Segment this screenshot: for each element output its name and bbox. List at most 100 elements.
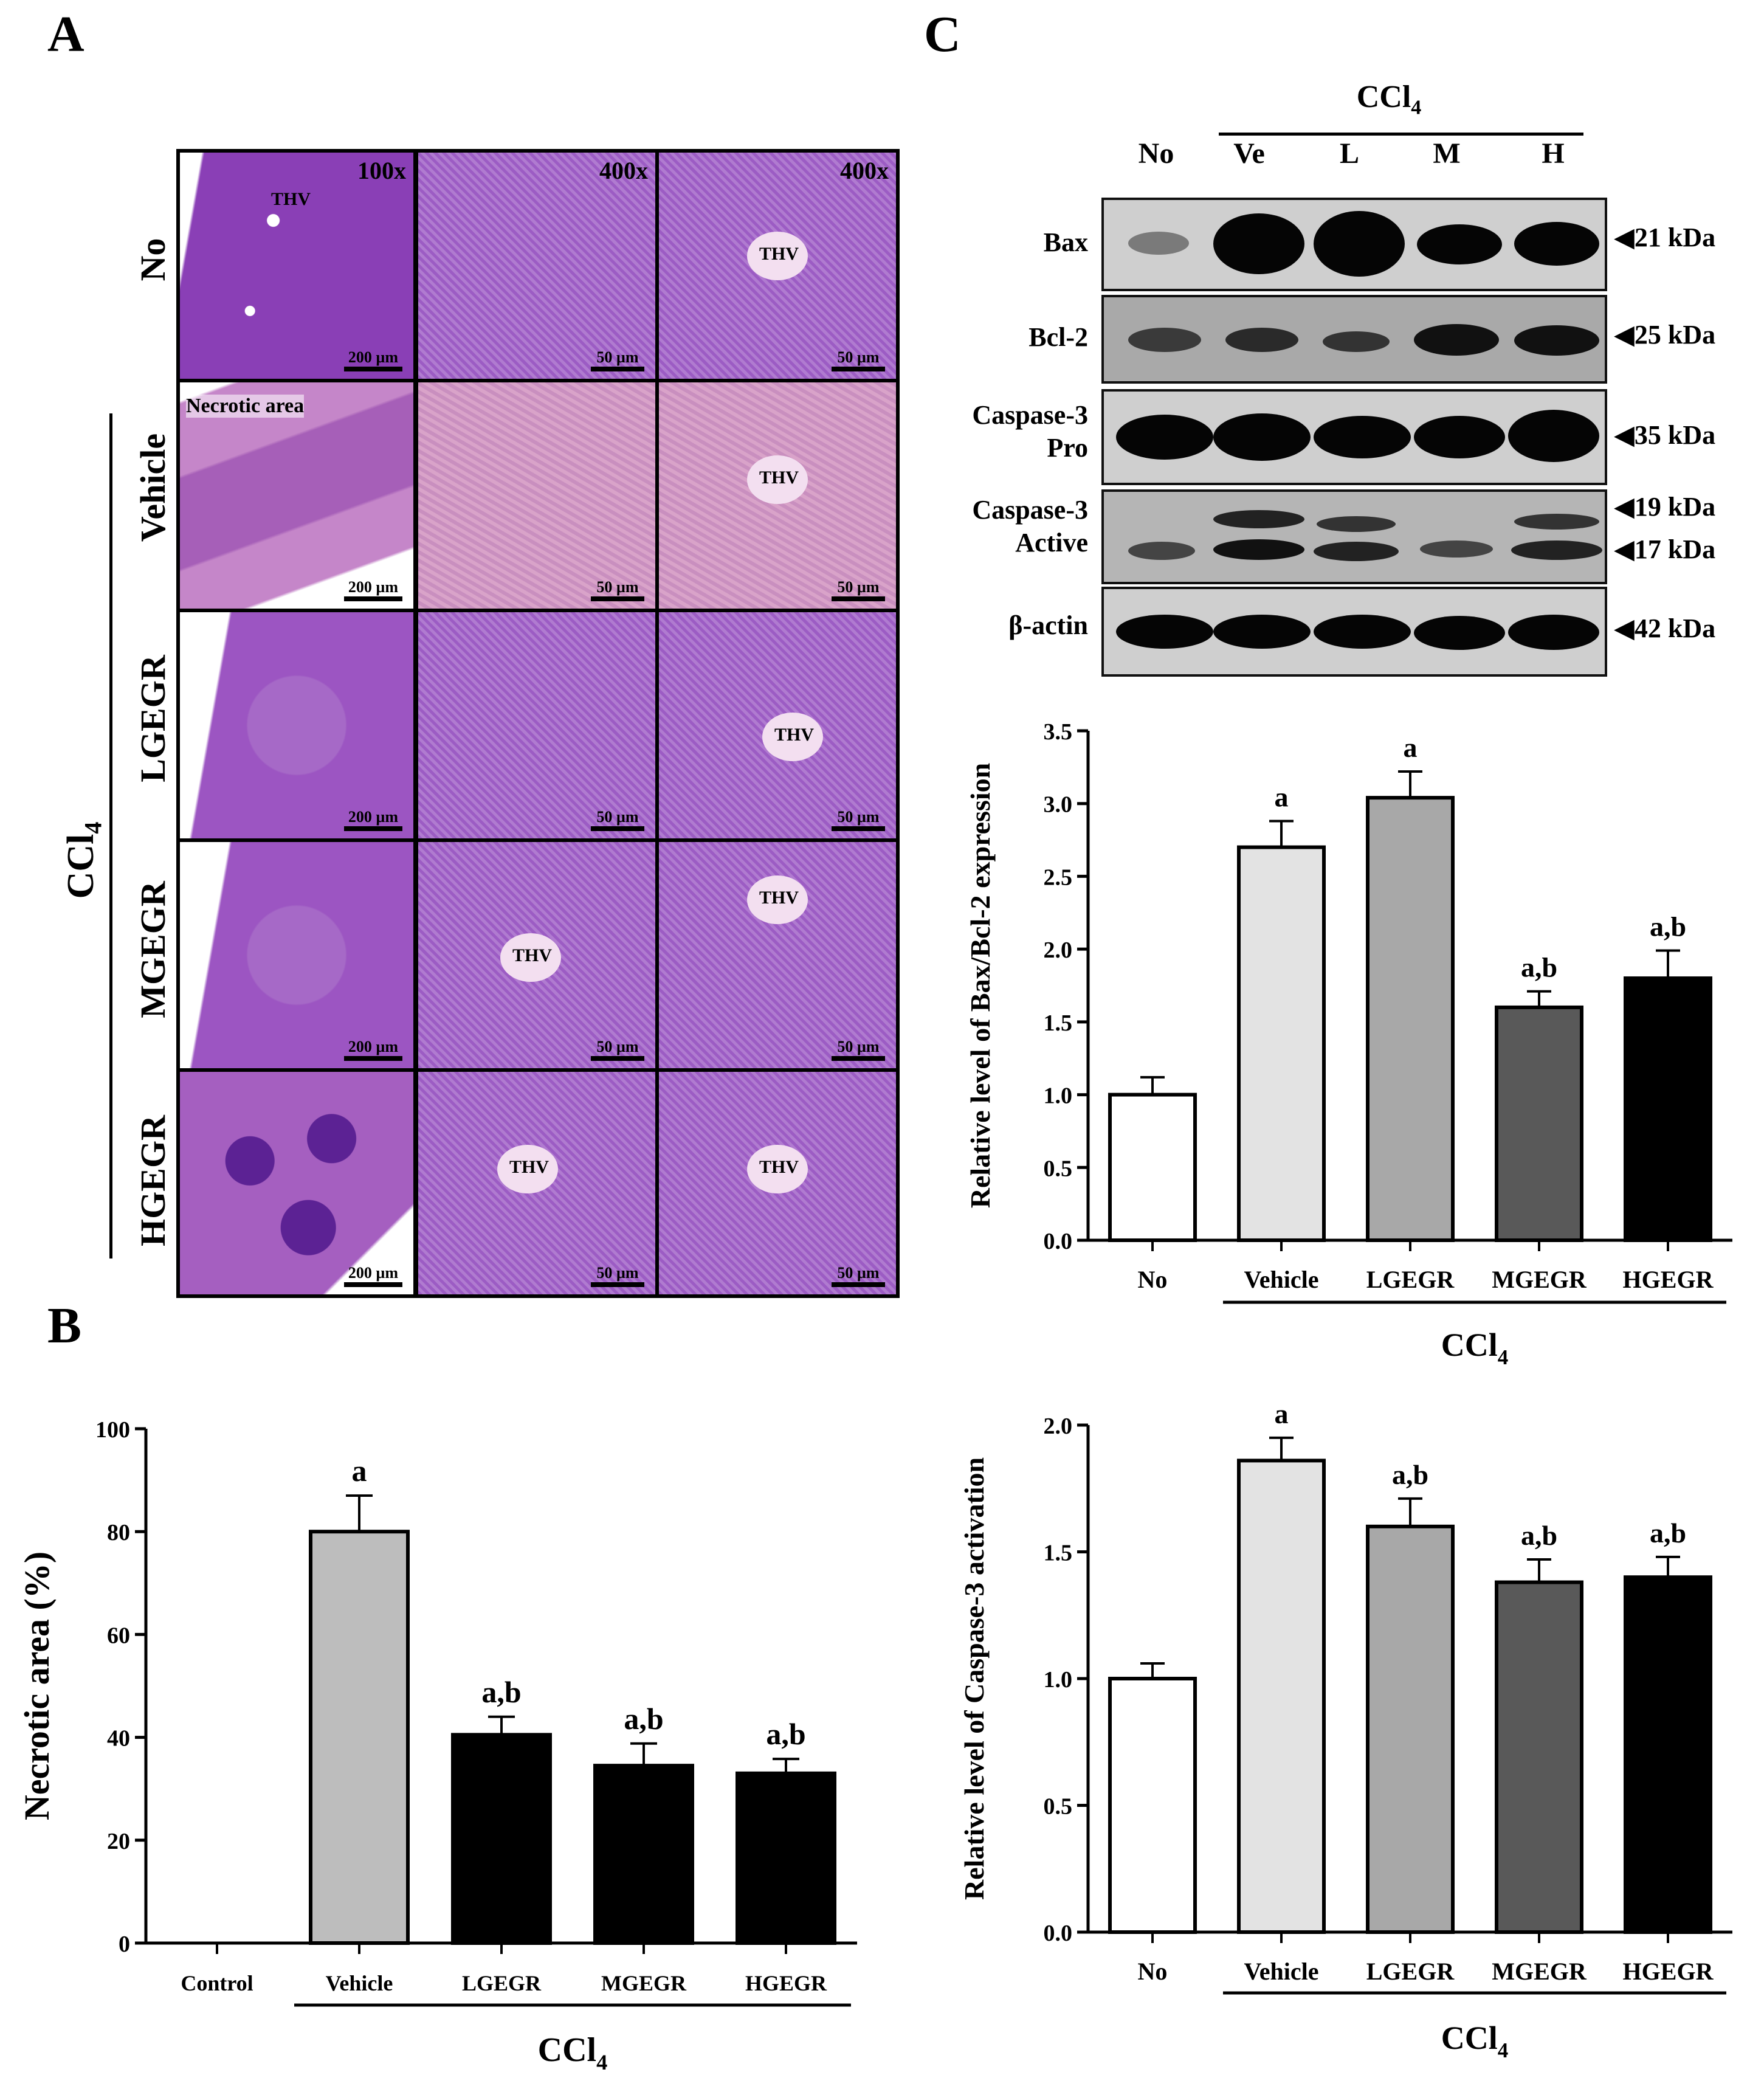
blot-strip-bcl2 — [1101, 295, 1607, 384]
bar — [1108, 1677, 1197, 1934]
thv-label: THV — [759, 468, 799, 488]
band-pro-no — [1116, 415, 1213, 460]
scale-bar-label: 50 µm — [837, 578, 880, 596]
histology-image: 200 µm — [180, 842, 413, 1068]
scale-bar: 50 µm — [832, 348, 885, 373]
scale-bar-line — [591, 1056, 644, 1061]
scale-bar: 200 µm — [344, 1264, 402, 1288]
significance-label: a — [1275, 781, 1289, 812]
band-active19-l — [1317, 516, 1396, 532]
y-axis-title: Relative level of Caspase-3 activation — [959, 1457, 990, 1900]
scale-bar-line — [591, 1282, 644, 1287]
y-tick-label: 1.0 — [1044, 1667, 1073, 1693]
blot-label-bcl2: Bcl-2 — [1028, 322, 1088, 352]
band-active-m — [1420, 540, 1493, 558]
histology-image: THV 50 µm — [659, 382, 896, 609]
vein-lumen — [747, 455, 808, 504]
bar — [593, 1764, 694, 1945]
y-tick-label: 80 — [107, 1520, 130, 1545]
scale-bar: 200 µm — [344, 808, 402, 832]
bar — [1624, 1575, 1712, 1934]
significance-label: a,b — [766, 1717, 805, 1751]
band-bax-m — [1417, 224, 1502, 264]
histology-image: 100x THV 200 µm — [180, 153, 413, 379]
blot-strip-caspase3-pro — [1101, 389, 1607, 485]
bar — [1366, 1524, 1455, 1935]
y-tick-label: 100 — [95, 1417, 130, 1443]
histology-image: THV 50 µm — [659, 1072, 896, 1294]
kda-active-19: ◀19 kDa — [1614, 492, 1716, 522]
blot-lane-no: No — [1138, 137, 1174, 170]
blot-label-caspase3-active: Caspase-3 Active — [972, 495, 1088, 558]
histology-image: 400x 50 µm — [418, 153, 655, 379]
scale-bar-label: 200 µm — [348, 578, 399, 596]
bar — [1495, 1005, 1583, 1242]
chart-necrotic-area: 0 20 40 60 80 100 Control Vehicle a LGEGR a,b MGEGR… — [17, 1417, 857, 2074]
row-label-lgegr: LGEGR — [133, 655, 173, 782]
y-tick-label: 0.0 — [1044, 1921, 1073, 1946]
bar — [1237, 1459, 1326, 1934]
bar — [1237, 845, 1326, 1243]
histology-grid: 100x THV 200 µm 400x 50 µm 400x THV 50 µm Necrot… — [176, 149, 900, 1298]
y-tick-label: 0.5 — [1044, 1794, 1073, 1820]
scale-bar: 50 µm — [591, 1038, 644, 1062]
x-tick-label: MGEGR — [601, 1971, 687, 1995]
y-tick-label: 2.0 — [1044, 1414, 1073, 1439]
row-label-mgegr: MGEGR — [133, 881, 173, 1018]
blot-strip-beta-actin — [1101, 587, 1607, 677]
y-tick-label: 0.5 — [1044, 1156, 1073, 1181]
magnification-label: 400x — [840, 157, 889, 184]
blot-lane-ve: Ve — [1233, 137, 1265, 170]
blot-lane-l: L — [1339, 137, 1359, 170]
vein-lumen — [747, 875, 808, 924]
significance-label: a,b — [1650, 1517, 1686, 1548]
significance-label: a — [1275, 1398, 1289, 1429]
row-label-no: No — [133, 238, 173, 281]
band-pro-h — [1508, 410, 1599, 462]
band-pro-l — [1314, 416, 1411, 458]
vein-lumen — [747, 232, 808, 280]
y-tick-label: 1.5 — [1044, 1010, 1073, 1036]
histology-image: THV 50 µm — [418, 842, 655, 1068]
group-label: CCl4 — [538, 2031, 608, 2074]
histology-image: THV 50 µm — [659, 612, 896, 838]
significance-label: a,b — [1392, 1459, 1428, 1490]
scale-bar-label: 50 µm — [596, 578, 639, 596]
group-label: CCl4 — [1441, 1327, 1509, 1369]
chart-caspase3: 0.0 0.5 1.0 1.5 2.0 No Vehicle a LGEGR a,b MGEGR a,… — [959, 1398, 1732, 2062]
significance-label: a,b — [624, 1702, 663, 1736]
band-actin-l — [1314, 615, 1411, 649]
scale-bar: 50 µm — [832, 1038, 885, 1062]
scale-bar-label: 50 µm — [596, 348, 639, 366]
scale-bar: 50 µm — [832, 808, 885, 832]
kda-active-17: ◀17 kDa — [1614, 534, 1716, 564]
histology-image: 50 µm — [418, 612, 655, 838]
scale-bar-line — [832, 826, 885, 831]
blot-label-beta-actin: β-actin — [1008, 610, 1088, 640]
blot-lane-h: H — [1542, 137, 1565, 170]
kda-actin: ◀42 kDa — [1614, 613, 1716, 643]
bar — [1366, 796, 1455, 1242]
y-tick-label: 40 — [107, 1726, 130, 1752]
band-active17-h — [1511, 540, 1602, 560]
y-tick-label: 3.5 — [1044, 719, 1073, 745]
thv-label: THV — [759, 888, 799, 908]
scale-bar: 200 µm — [344, 578, 402, 602]
group-label-subscript: 4 — [596, 2050, 607, 2074]
scale-bar-line — [832, 1056, 885, 1061]
scale-bar-label: 50 µm — [837, 348, 880, 366]
histology-image: 400x THV 50 µm — [659, 153, 896, 379]
group-label-text: CCl — [1441, 2020, 1498, 2056]
scale-bar: 50 µm — [832, 578, 885, 602]
vein-lumen — [747, 1145, 808, 1193]
magnification-label: 400x — [599, 157, 648, 184]
scale-bar-line — [344, 1056, 402, 1061]
panel-letter-c: C — [924, 6, 961, 63]
group-label-text: CCl — [1441, 1327, 1498, 1363]
histology-image: THV 50 µm — [418, 1072, 655, 1294]
row-label-vehicle: Vehicle — [133, 433, 173, 542]
y-tick-label: 1.0 — [1044, 1083, 1073, 1109]
vein-lumen — [497, 1145, 558, 1193]
scale-bar-line — [344, 1282, 402, 1287]
x-tick-label: No — [1138, 1266, 1168, 1293]
